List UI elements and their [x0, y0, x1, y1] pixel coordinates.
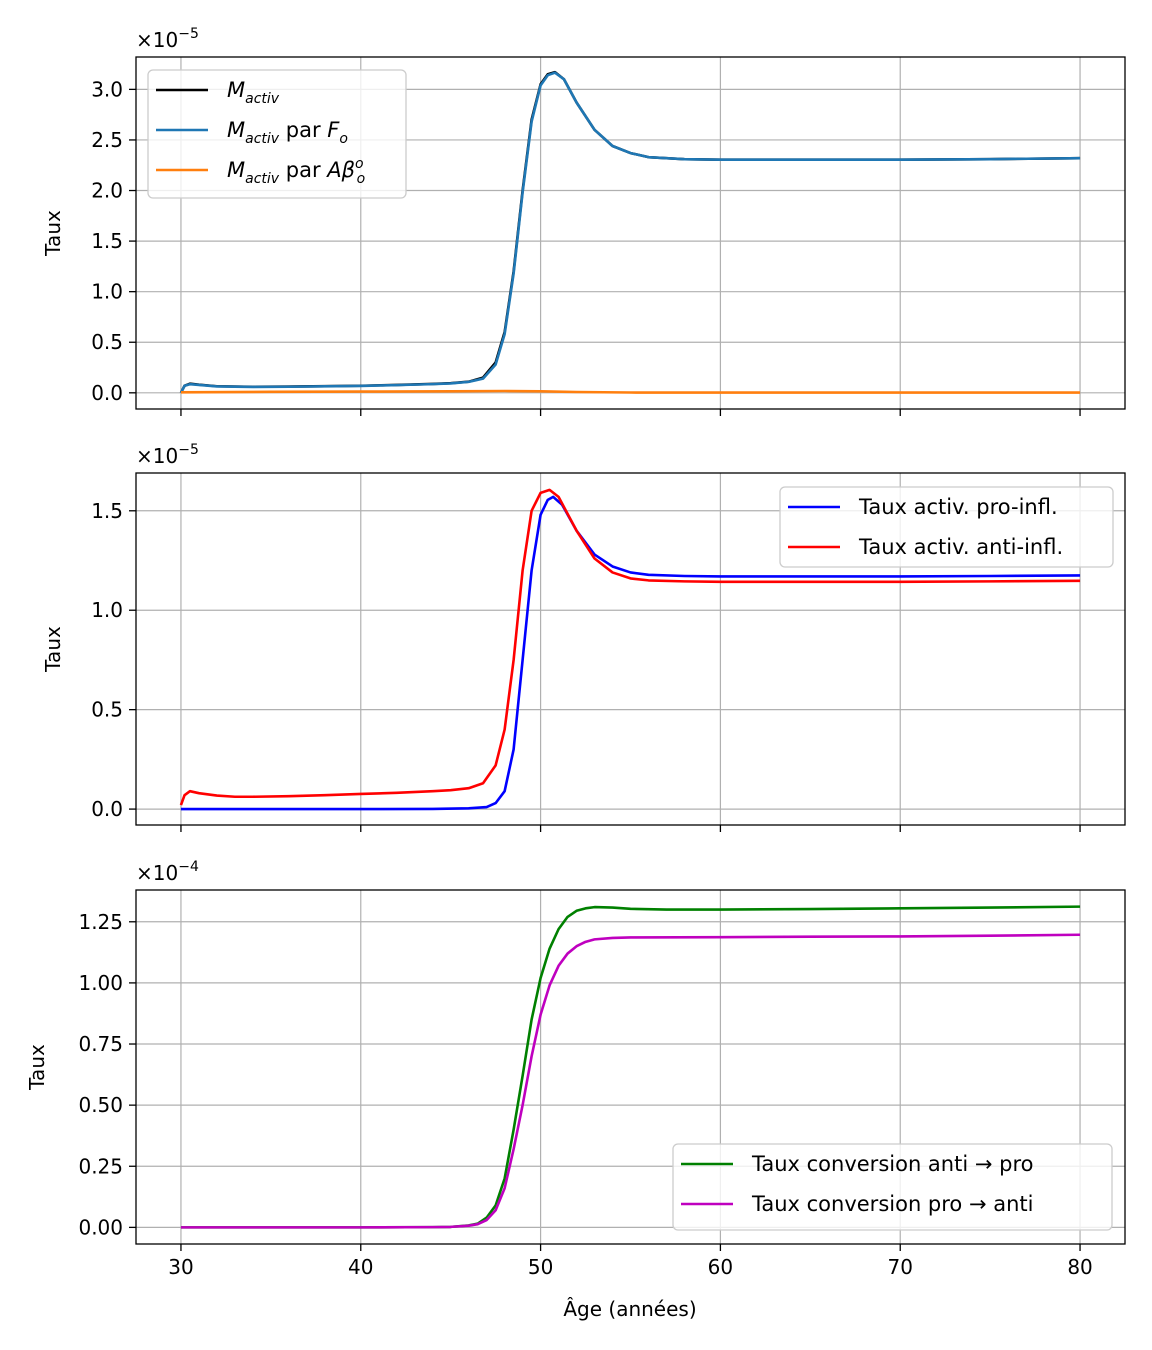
y-tick-label: 0.0 [91, 797, 123, 821]
y-tick-label: 1.00 [78, 971, 123, 995]
multiplier-base: ×10 [136, 861, 178, 885]
x-axis-ticks [180, 825, 1081, 832]
axis-multiplier: ×10−4 [136, 859, 199, 885]
y-tick-label: 1.25 [78, 910, 123, 934]
x-tick-label: 30 [168, 1255, 193, 1279]
legend-text-part: par [279, 118, 327, 142]
series-lines [179, 488, 1081, 811]
y-axis-ticks: 0.00 0.25 0.50 0.75 1.00 1.25 [78, 910, 136, 1239]
y-tick-label: 0.0 [91, 381, 123, 405]
legend-subscript: o [339, 131, 348, 147]
legend: Taux conversion anti → pro Taux conversio… [672, 1143, 1113, 1231]
legend-frame [147, 69, 407, 199]
legend-symbol: M [227, 118, 245, 142]
chart-panel-1: 0.00.51.01.52.02.53.0Taux×10−5MactivMact… [41, 26, 1126, 416]
chart-panel-2: 0.0 0.5 1.0 1.5 Taux ×10−5 Taux activ. pro-inf… [41, 442, 1126, 832]
legend-frame [779, 486, 1114, 568]
legend-subscript: activ [245, 91, 280, 107]
legend: Taux activ. pro-infl. Taux activ. anti-in… [779, 486, 1114, 568]
legend-subscript: activ [245, 171, 280, 187]
y-tick-label: 0.50 [78, 1093, 123, 1117]
series-line-1 [180, 495, 1081, 811]
chart-panel-3: 30 40 50 60 70 80 0.00 0.25 0.50 0.75 1.00 1.25 Taux… [25, 859, 1126, 1279]
y-tick-label: 0.00 [78, 1215, 123, 1239]
legend-subscript: activ [245, 131, 280, 147]
x-tick-label: 80 [1067, 1255, 1092, 1279]
y-tick-label: 0.5 [91, 698, 123, 722]
legend-entry-1: Mactiv [227, 78, 280, 107]
y-tick-label: 3.0 [91, 77, 123, 101]
legend-entry-2: Taux conversion pro → anti [751, 1192, 1033, 1216]
y-tick-label: 0.75 [78, 1032, 123, 1056]
legend-symbol: F [327, 118, 340, 142]
multiplier-base: ×10 [136, 444, 178, 468]
y-tick-label: 1.5 [91, 499, 123, 523]
y-axis-label: Taux [25, 1044, 49, 1091]
legend-symbol: M [227, 78, 245, 102]
legend-entry-3: Mactiv par Aβo o [227, 156, 365, 187]
legend-entry-1: Taux conversion anti → pro [751, 1152, 1033, 1176]
multiplier-base: ×10 [136, 28, 178, 52]
plot-frame [135, 889, 1126, 1245]
legend-frame [672, 1143, 1113, 1231]
y-tick-label: 1.0 [91, 280, 123, 304]
plot-frame [135, 472, 1126, 826]
x-tick-label: 50 [528, 1255, 553, 1279]
series-line-3 [180, 389, 1081, 394]
multiplier-exponent: −5 [178, 442, 199, 458]
y-axis-label: Taux [41, 626, 65, 673]
legend-subscript: o [357, 171, 366, 187]
series-lines [179, 70, 1081, 394]
plot-frame [135, 56, 1126, 410]
x-axis-ticks: 30 40 50 60 70 80 [168, 1244, 1093, 1279]
series-line-2 [179, 71, 1081, 394]
y-tick-label: 0.5 [91, 330, 123, 354]
y-tick-label: 1.0 [91, 598, 123, 622]
y-tick-label: 2.5 [91, 128, 123, 152]
series-line-2 [180, 933, 1081, 1229]
multiplier-exponent: −4 [178, 859, 199, 875]
legend-entry-1: Taux activ. pro-infl. [858, 495, 1058, 519]
legend-entry-2: Mactiv par Fo [227, 118, 348, 147]
axis-multiplier: ×10−5 [136, 442, 199, 468]
y-axis-ticks: 0.0 0.5 1.0 1.5 [91, 499, 136, 821]
series-lines [180, 905, 1081, 1229]
x-axis-label: Âge (années) [563, 1297, 696, 1321]
y-axis-ticks: 0.0 0.5 1.0 1.5 2.0 2.5 3.0 [91, 77, 136, 405]
multiplier-exponent: −5 [178, 26, 199, 42]
y-axis-label: Taux [41, 210, 65, 257]
axis-multiplier: ×10−5 [136, 26, 199, 52]
legend-entry-2: Taux activ. anti-infl. [858, 535, 1063, 559]
legend-superscript: o [355, 156, 364, 172]
legend-text-part: par [279, 158, 327, 182]
y-tick-label: 1.5 [91, 229, 123, 253]
series-line-2 [179, 488, 1081, 806]
x-tick-label: 40 [348, 1255, 373, 1279]
x-axis-ticks [180, 409, 1081, 416]
y-tick-label: 0.25 [78, 1154, 123, 1178]
y-tick-label: 2.0 [91, 179, 123, 203]
legend-symbol: Aβ [325, 158, 355, 182]
x-tick-label: 70 [888, 1255, 913, 1279]
legend-symbol: M [227, 158, 245, 182]
x-tick-label: 60 [708, 1255, 733, 1279]
